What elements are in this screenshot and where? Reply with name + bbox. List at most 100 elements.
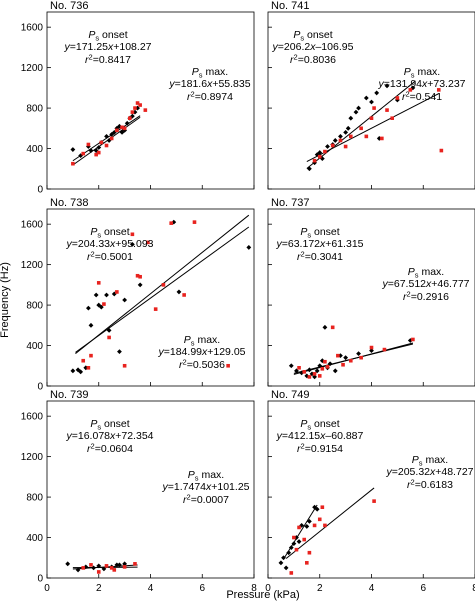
svg-text:Ps max.: Ps max. bbox=[412, 454, 448, 468]
panel-4: No. 739 0 400 800 1200 1600 0 2 4 6 8 Ps onsety=16.… bbox=[21, 389, 257, 594]
svg-text:y=67.512x+46.777: y=67.512x+46.777 bbox=[382, 278, 470, 290]
svg-text:Ps onset: Ps onset bbox=[90, 226, 129, 240]
point-max bbox=[359, 355, 363, 360]
point-max bbox=[323, 523, 327, 528]
x-tick-label: 2 bbox=[96, 583, 102, 594]
point-max bbox=[102, 302, 106, 306]
point-max bbox=[115, 290, 119, 294]
point-max bbox=[307, 550, 312, 555]
point-onset bbox=[343, 129, 349, 135]
svg-text:r2=0.5001: r2=0.5001 bbox=[87, 250, 133, 264]
point-onset bbox=[306, 367, 312, 373]
point-max bbox=[320, 505, 325, 509]
svg-text:Ps onset: Ps onset bbox=[293, 29, 332, 43]
svg-text:r2=0.9154: r2=0.9154 bbox=[297, 442, 343, 456]
y-tick-label: 1600 bbox=[21, 220, 44, 231]
svg-text:r2=0.8974: r2=0.8974 bbox=[187, 90, 233, 104]
point-max bbox=[104, 143, 109, 148]
point-max bbox=[364, 134, 369, 139]
point-onset bbox=[65, 561, 71, 567]
point-onset bbox=[338, 134, 343, 139]
svg-text:r2=0.8417: r2=0.8417 bbox=[85, 53, 131, 67]
point-max bbox=[133, 562, 137, 566]
point-max bbox=[169, 221, 173, 225]
svg-text:y=181.6x+55.835: y=181.6x+55.835 bbox=[168, 78, 250, 90]
point-max bbox=[122, 126, 127, 131]
point-max bbox=[135, 101, 140, 105]
point-max bbox=[104, 564, 109, 568]
y-tick-label: 800 bbox=[26, 493, 43, 504]
point-max bbox=[161, 283, 166, 287]
point-onset bbox=[353, 109, 359, 115]
point-max bbox=[122, 363, 127, 368]
x-tick-label: 4 bbox=[369, 583, 375, 594]
point-max bbox=[359, 126, 363, 131]
point-max bbox=[226, 363, 230, 368]
plot-area bbox=[306, 80, 444, 172]
point-max bbox=[289, 571, 294, 575]
point-max bbox=[317, 374, 322, 378]
y-tick-label: 0 bbox=[37, 185, 43, 196]
point-max bbox=[302, 370, 307, 374]
point-max bbox=[96, 281, 101, 285]
point-onset bbox=[332, 368, 338, 374]
y-tick-label: 800 bbox=[26, 104, 43, 115]
point-max bbox=[109, 136, 114, 141]
fit-line-max bbox=[285, 487, 375, 559]
point-max bbox=[312, 523, 317, 528]
y-tick-label: 800 bbox=[26, 301, 43, 312]
point-max bbox=[317, 154, 322, 159]
y-tick-label: 0 bbox=[37, 574, 43, 585]
panel-2: No. 738 0 400 800 1200 1600 Ps onsety=204.33x+… bbox=[21, 197, 255, 393]
point-max bbox=[330, 325, 335, 330]
point-max bbox=[81, 358, 86, 363]
point-max bbox=[146, 240, 150, 245]
fit-line-max bbox=[306, 93, 440, 163]
point-max bbox=[349, 358, 353, 363]
point-max bbox=[182, 293, 186, 297]
x-tick-label: 6 bbox=[420, 583, 426, 594]
fit-line-max bbox=[293, 342, 414, 375]
point-max bbox=[390, 116, 394, 120]
point-max bbox=[107, 335, 111, 340]
point-max bbox=[99, 140, 104, 145]
y-tick-label: 1200 bbox=[21, 260, 44, 271]
point-onset bbox=[93, 292, 99, 298]
point-onset bbox=[384, 83, 390, 89]
panel-title: No. 739 bbox=[50, 389, 89, 401]
y-tick-label: 0 bbox=[37, 382, 43, 393]
point-max bbox=[86, 142, 91, 147]
point-max bbox=[133, 106, 137, 110]
svg-text:y=184.99x+129.05: y=184.99x+129.05 bbox=[158, 346, 246, 358]
svg-text:Ps max.: Ps max. bbox=[184, 334, 220, 348]
y-tick-label: 400 bbox=[26, 533, 43, 544]
point-onset bbox=[296, 539, 302, 544]
y-tick-label: 1200 bbox=[21, 63, 44, 74]
point-onset bbox=[356, 105, 361, 111]
point-max bbox=[323, 359, 327, 364]
x-tick-label: 8 bbox=[472, 583, 475, 594]
point-max bbox=[138, 103, 142, 107]
point-onset bbox=[104, 292, 109, 298]
fit-line-onset bbox=[306, 80, 416, 169]
point-max bbox=[369, 345, 374, 350]
y-tick-label: 1600 bbox=[21, 412, 44, 423]
svg-text:r2=0.3041: r2=0.3041 bbox=[297, 250, 343, 264]
point-max bbox=[385, 108, 389, 112]
point-max bbox=[128, 116, 132, 120]
svg-text:y=204.33x+95.093: y=204.33x+95.093 bbox=[66, 238, 154, 250]
point-max bbox=[312, 158, 317, 163]
point-onset bbox=[283, 565, 289, 571]
point-max bbox=[292, 535, 296, 540]
point-onset bbox=[96, 145, 102, 150]
point-max bbox=[81, 151, 86, 156]
